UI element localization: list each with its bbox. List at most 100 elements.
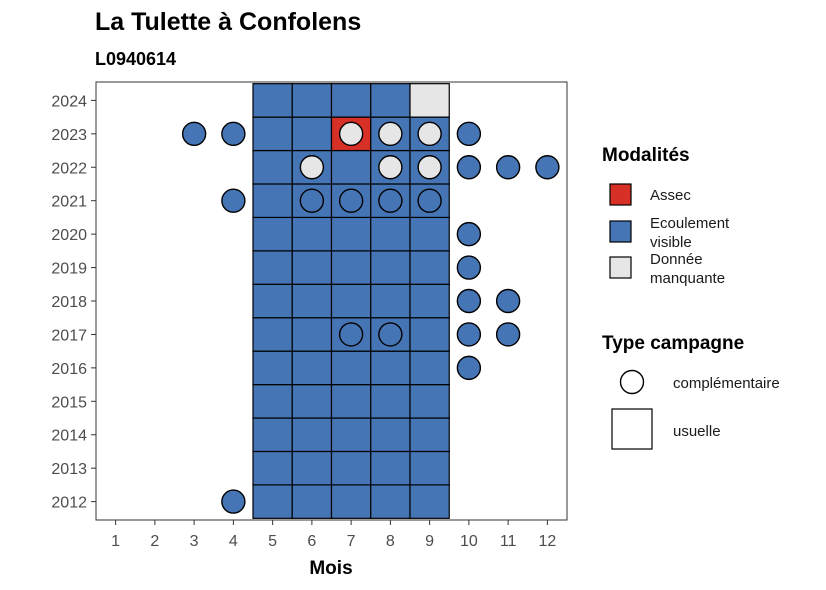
tile-usuelle [252, 317, 293, 352]
y-tick-label: 2023 [51, 127, 87, 144]
tile-usuelle [291, 450, 333, 486]
tile-usuelle [370, 383, 411, 419]
point-complementaire [221, 188, 246, 213]
point-complementaire [495, 155, 521, 180]
legend-label-line: Donnée [650, 251, 703, 268]
point-complementaire [456, 255, 482, 280]
point-complementaire [338, 322, 364, 347]
y-tick-label: 2012 [51, 495, 87, 512]
tile-usuelle [330, 149, 372, 185]
point-complementaire [378, 188, 403, 213]
tile-usuelle [330, 216, 372, 252]
point-complementaire [221, 121, 246, 147]
legend-key-ecoulement-visible [609, 220, 632, 243]
tile-usuelle [330, 350, 372, 386]
x-tick-label: 7 [347, 533, 356, 550]
tile-usuelle [370, 350, 411, 386]
legend-label-line: Ecoulement [650, 215, 730, 232]
tile-usuelle [370, 283, 411, 319]
legend-label-modalite: Ecoulement visible [650, 215, 730, 251]
tile-usuelle [409, 417, 450, 453]
tile-usuelle [409, 317, 450, 352]
y-tick-label: 2016 [51, 361, 87, 378]
y-tick-label: 2017 [51, 327, 87, 344]
tile-usuelle [330, 83, 372, 118]
x-tick-label: 12 [538, 533, 556, 550]
x-tick-label: 2 [150, 533, 159, 550]
point-complementaire [378, 155, 403, 180]
tile-usuelle [330, 283, 372, 319]
tile-usuelle [370, 216, 411, 252]
tile-usuelle [370, 250, 411, 285]
tile-usuelle [252, 484, 293, 519]
x-tick-label: 5 [268, 533, 277, 550]
legend-label-modalite: Assec [650, 187, 691, 204]
tile-usuelle [330, 450, 372, 486]
tile-usuelle [252, 383, 293, 419]
point-complementaire [417, 155, 442, 180]
point-complementaire [417, 188, 442, 213]
point-complementaire [456, 121, 482, 147]
tile-usuelle [291, 317, 333, 352]
tile-usuelle [409, 450, 450, 486]
tile-usuelle [291, 216, 333, 252]
tile-usuelle [252, 116, 293, 152]
x-tick-label: 1 [111, 533, 120, 550]
tile-usuelle [370, 417, 411, 453]
x-tick-label: 9 [425, 533, 434, 550]
legend-label-usuelle: usuelle [673, 423, 721, 440]
legend-key-usuelle [611, 408, 653, 450]
tile-usuelle [252, 183, 293, 219]
y-tick-label: 2019 [51, 261, 87, 278]
x-tick-label: 10 [460, 533, 478, 550]
tile-usuelle [291, 116, 333, 152]
point-complementaire [417, 121, 442, 147]
chart-subtitle: L0940614 [95, 49, 176, 69]
tile-usuelle [330, 417, 372, 453]
legend-label-line: Assec [650, 187, 691, 204]
x-tick-label: 6 [307, 533, 316, 550]
tile-usuelle [252, 450, 293, 486]
legend-title-type: Type campagne [602, 333, 744, 354]
y-tick-label: 2024 [51, 93, 87, 110]
tile-usuelle [409, 216, 450, 252]
tile-usuelle [252, 417, 293, 453]
tile-usuelle [291, 383, 333, 419]
x-tick-label: 8 [386, 533, 395, 550]
point-complementaire [456, 288, 482, 314]
tile-usuelle [252, 250, 293, 285]
tile-usuelle [370, 83, 411, 118]
legend-label-line: manquante [650, 270, 725, 287]
tile-usuelle [409, 484, 450, 519]
legend-key-complementaire [619, 369, 645, 395]
x-tick-label: 3 [190, 533, 199, 550]
point-complementaire [221, 489, 246, 514]
legend-label-modalite: Donnée manquante [650, 251, 725, 287]
point-complementaire [535, 155, 560, 180]
point-complementaire [338, 188, 364, 213]
tile-usuelle [291, 250, 333, 285]
point-complementaire [299, 155, 325, 180]
y-tick-label: 2015 [51, 394, 87, 411]
point-complementaire [456, 322, 482, 347]
tile-usuelle [330, 383, 372, 419]
tile-usuelle [291, 83, 333, 118]
tile-usuelle [330, 484, 372, 519]
tile-usuelle [252, 149, 293, 185]
tile-usuelle [370, 450, 411, 486]
y-tick-label: 2014 [51, 428, 87, 445]
y-tick-label: 2021 [51, 194, 87, 211]
tile-usuelle [252, 216, 293, 252]
tile-usuelle [252, 83, 293, 118]
point-complementaire [456, 155, 482, 180]
x-tick-label: 11 [500, 533, 517, 550]
x-tick-label: 4 [229, 533, 238, 550]
point-complementaire [456, 355, 482, 381]
tile-usuelle [330, 250, 372, 285]
tile-usuelle [291, 283, 333, 319]
y-tick-label: 2018 [51, 294, 87, 311]
tile-usuelle [409, 283, 450, 319]
tile-usuelle [409, 83, 450, 118]
